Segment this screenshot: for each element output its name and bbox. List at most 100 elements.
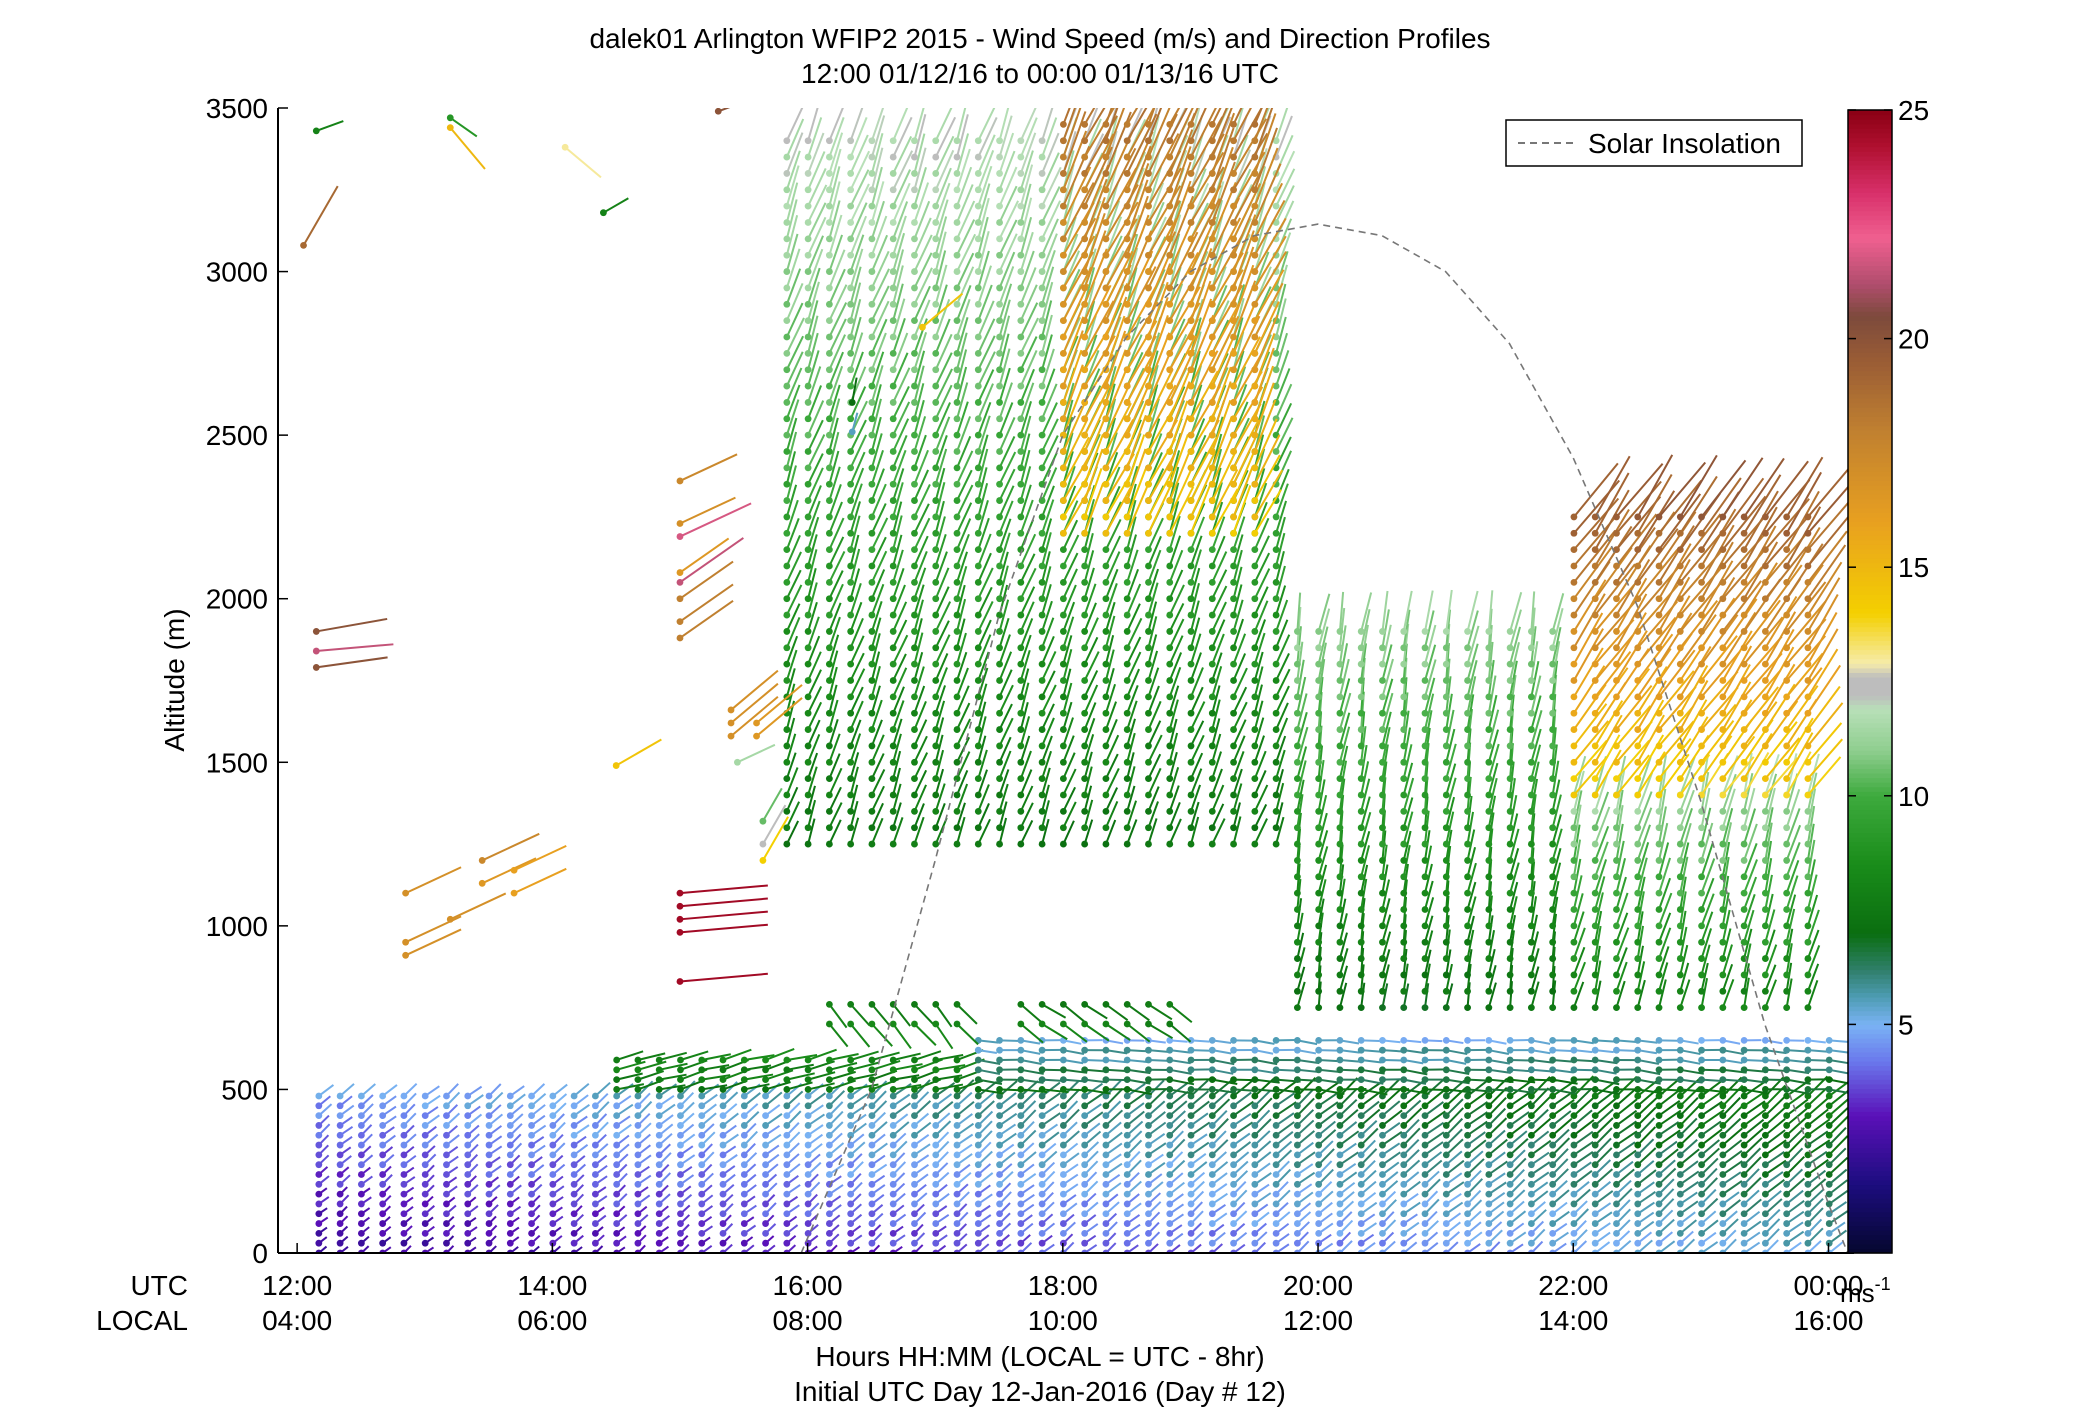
wind-barb-point [847, 562, 855, 570]
wind-barb [1658, 1188, 1675, 1205]
wind-barb-point [400, 1200, 408, 1208]
wind-barb [1573, 1151, 1594, 1166]
wind-barb-point [1123, 758, 1131, 766]
wind-barb-point [911, 219, 918, 226]
wind-barb-point [528, 1161, 535, 1169]
wind-barb-point [1570, 1141, 1578, 1149]
wind-barb-point [1017, 202, 1025, 210]
wind-barb-point [996, 170, 1003, 177]
wind-barb-point [932, 660, 940, 668]
wind-barb [892, 1121, 910, 1136]
wind-barb [1041, 1112, 1061, 1127]
wind-barb-point [506, 1112, 514, 1119]
wind-barb [1573, 1161, 1592, 1176]
wind-barb-point [1166, 1056, 1174, 1064]
wind-barb-point [911, 644, 918, 652]
wind-barb-point [932, 709, 940, 717]
wind-barb [893, 1074, 920, 1081]
wind-barb-point [1187, 840, 1195, 848]
wind-barb-point [1123, 562, 1131, 570]
wind-barb [1700, 1120, 1722, 1137]
wind-barb-point [1740, 1046, 1748, 1054]
wind-barb [829, 1062, 858, 1071]
wind-barb-point [932, 382, 940, 390]
wind-barb [1466, 1178, 1484, 1195]
wind-barb-point [825, 235, 833, 243]
wind-barb-point [1783, 1131, 1791, 1139]
wind-barb-point [996, 742, 1003, 750]
wind-barb-point [1017, 1056, 1025, 1064]
wind-barb-point [953, 824, 961, 832]
wind-barb-point [1123, 840, 1131, 848]
wind-barb-point [868, 628, 876, 635]
wind-barb [1105, 1100, 1122, 1117]
wind-barb [1169, 1110, 1186, 1127]
wind-barb-point [1485, 1086, 1493, 1093]
wind-barb [1211, 1098, 1231, 1117]
wind-barb [1785, 1135, 1806, 1156]
wind-barb-point [1208, 1086, 1216, 1093]
wind-barb-point [974, 791, 982, 799]
wind-barb-point [1208, 1076, 1216, 1084]
wind-barb-point [677, 1056, 684, 1064]
wind-barb-point [1017, 1190, 1025, 1198]
wind-barb-point [1613, 1161, 1620, 1169]
wind-barb-point [996, 644, 1003, 652]
wind-barb-point [1081, 1239, 1089, 1247]
wind-barb-point [740, 1190, 748, 1198]
wind-barb [1658, 1109, 1682, 1127]
wind-barb-point [825, 1161, 833, 1169]
wind-barb-point [847, 807, 855, 815]
wind-barb-point [1081, 742, 1089, 750]
wind-barb-point [464, 1229, 472, 1237]
wind-barb-point [591, 1180, 599, 1188]
wind-barb [1658, 1167, 1677, 1186]
wind-barb-point [421, 1220, 429, 1227]
wind-barb [1807, 1198, 1824, 1215]
wind-barb-point [1421, 1086, 1429, 1093]
wind-barb-point [953, 611, 961, 619]
wind-barb-point [1145, 1220, 1152, 1227]
wind-barb-point [1825, 1036, 1833, 1044]
wind-barb-point [762, 1086, 769, 1093]
wind-barb-point [336, 1131, 344, 1139]
wind-barb-point [549, 1229, 557, 1237]
wind-barb-point [1293, 1171, 1301, 1178]
wind-barb-point [996, 824, 1003, 832]
wind-barb-point [783, 1210, 791, 1218]
wind-barb [1466, 1080, 1488, 1097]
wind-barb-point [1272, 1239, 1280, 1247]
wind-barb [1445, 1159, 1465, 1176]
wind-barb-point [1400, 1086, 1408, 1093]
wind-barb-point [1464, 1210, 1471, 1218]
wind-barb-point [1038, 1151, 1046, 1159]
wind-barb-point [1357, 1229, 1365, 1237]
wind-barb-point [1059, 742, 1067, 750]
wind-barb-point [677, 1141, 684, 1149]
wind-barb-point [400, 1220, 408, 1227]
wind-barb-point [974, 562, 982, 570]
wind-barb-point [719, 1180, 727, 1188]
wind-barb-point [613, 1220, 621, 1227]
wind-barb-point [1400, 1066, 1408, 1074]
wind-barb [1807, 1207, 1824, 1225]
wind-barb [1424, 1121, 1445, 1137]
wind-barb-point [336, 1112, 344, 1119]
wind-barb-point [847, 1112, 855, 1119]
wind-barb-point [1719, 1046, 1727, 1054]
wind-barb [1466, 1139, 1487, 1156]
wind-barb-point [1549, 1229, 1557, 1237]
wind-barb-point [783, 775, 791, 783]
wind-barb-point [1655, 1220, 1663, 1227]
wind-barb [1743, 1168, 1760, 1185]
wind-barb [659, 1084, 686, 1091]
wind-barb-point [911, 431, 918, 439]
wind-barb-point [1783, 1210, 1791, 1218]
wind-barb-point [528, 1112, 535, 1119]
wind-barb-point [868, 366, 876, 374]
wind-barb-point [1634, 1122, 1642, 1129]
wind-barb-point [953, 1180, 961, 1188]
wind-barb-point [1485, 1161, 1493, 1169]
wind-barb-point [868, 1092, 876, 1100]
wind-barb-point [868, 1200, 876, 1208]
